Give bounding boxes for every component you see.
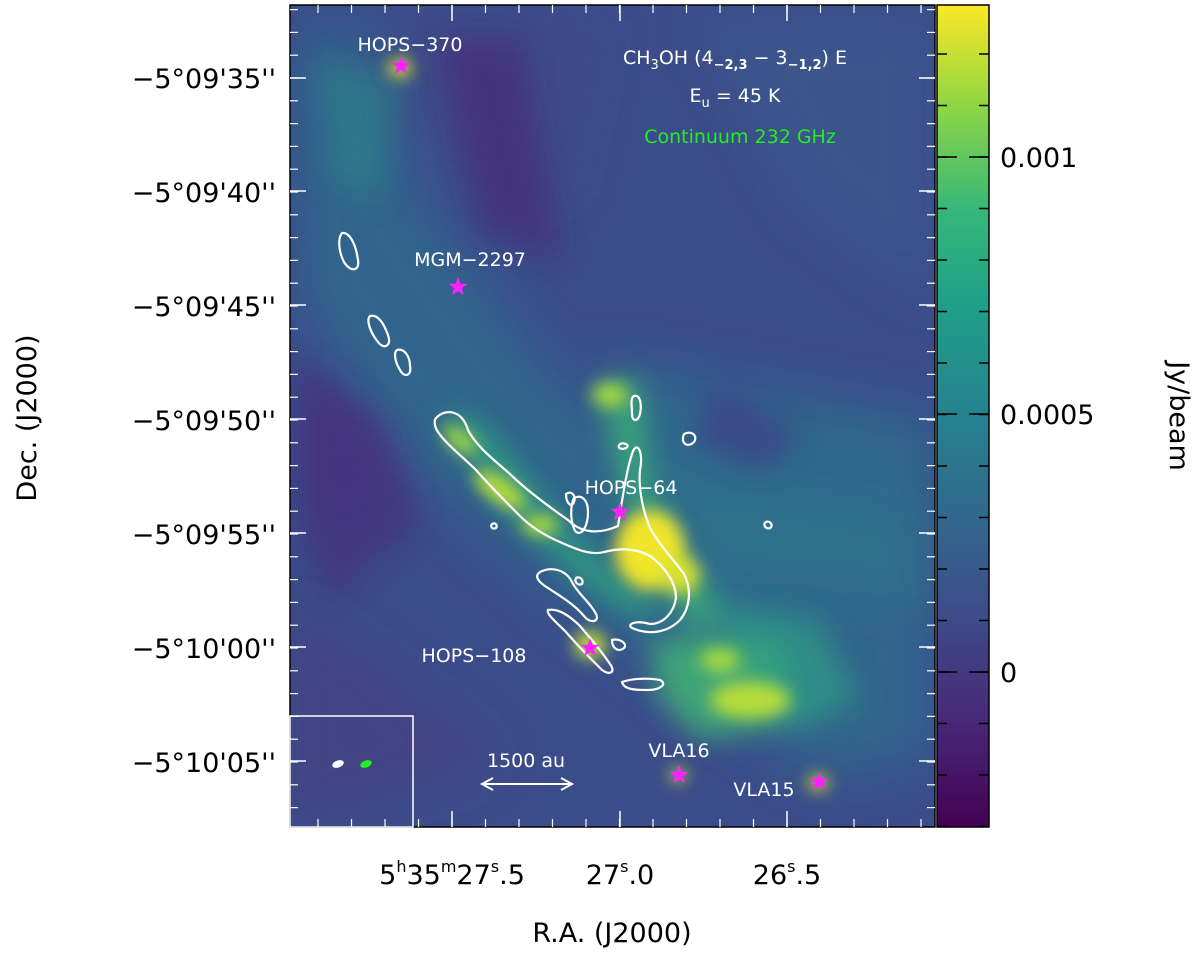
source-label-vla15: VLA15 <box>733 779 794 801</box>
y-axis: −5°09'35'' −5°09'40'' −5°09'45'' −5°09'5… <box>12 64 276 779</box>
y-axis-title: Dec. (J2000) <box>12 334 43 501</box>
source-label-vla16: VLA16 <box>648 740 709 762</box>
colorbar-gradient <box>936 4 990 828</box>
colorbar-tick-label: 0.001 <box>1000 143 1077 174</box>
y-tick-label: −5°09'45'' <box>132 292 276 323</box>
y-tick-label: −5°10'05'' <box>132 748 276 779</box>
molecule-transition-title: CH3OH (4−2,3 − 3−1,2) E <box>623 47 847 73</box>
star-icon <box>448 277 468 296</box>
star-icon <box>610 502 630 521</box>
star-icon <box>391 56 411 75</box>
star-icon <box>809 772 829 791</box>
y-tick-label: −5°09'35'' <box>132 64 276 95</box>
source-label-hops-108: HOPS−108 <box>422 645 527 667</box>
x-axis: 5h35m27s.5 27s.0 26s.5 R.A. (J2000) <box>379 857 821 949</box>
beam-inset <box>289 715 414 828</box>
scale-bar: 1500 au <box>479 750 575 791</box>
colorbar-title: Jy/beam <box>1163 359 1194 471</box>
colorbar: 0.001 0.0005 0 Jy/beam <box>936 4 1194 828</box>
scale-bar-label: 1500 au <box>487 750 565 772</box>
colorbar-tick-label: 0.0005 <box>1000 400 1094 431</box>
continuum-label: Continuum 232 GHz <box>644 126 836 148</box>
y-tick-label: −5°09'50'' <box>132 406 276 437</box>
source-label-hops-64: HOPS−64 <box>585 477 678 499</box>
intensity-map <box>290 5 935 827</box>
source-label-mgm-2297: MGM−2297 <box>414 249 526 271</box>
y-tick-label: −5°09'55'' <box>132 520 276 551</box>
minor-ticks <box>290 5 935 827</box>
star-icon <box>669 765 689 784</box>
x-tick-label: 26s.5 <box>753 857 821 891</box>
y-tick-label: −5°09'40'' <box>132 178 276 209</box>
continuum-beam <box>360 760 372 768</box>
x-tick-label: 5h35m27s.5 <box>379 857 525 891</box>
line-beam <box>332 760 344 768</box>
star-icon <box>580 638 600 657</box>
colorbar-tick-label: 0 <box>1000 658 1017 689</box>
x-axis-title: R.A. (J2000) <box>532 918 691 949</box>
colorbar-ticks <box>937 53 989 828</box>
source-label-hops-370: HOPS−370 <box>358 34 463 56</box>
y-tick-label: −5°10'00'' <box>132 634 276 665</box>
sources-layer: HOPS−370 MGM−2297 HOPS−64 HOPS−108 VLA16… <box>358 34 829 801</box>
x-tick-label: 27s.0 <box>586 857 654 891</box>
upper-energy-label: Eu = 45 K <box>690 85 781 111</box>
continuum-contours <box>338 231 773 692</box>
map-frame <box>289 4 936 828</box>
